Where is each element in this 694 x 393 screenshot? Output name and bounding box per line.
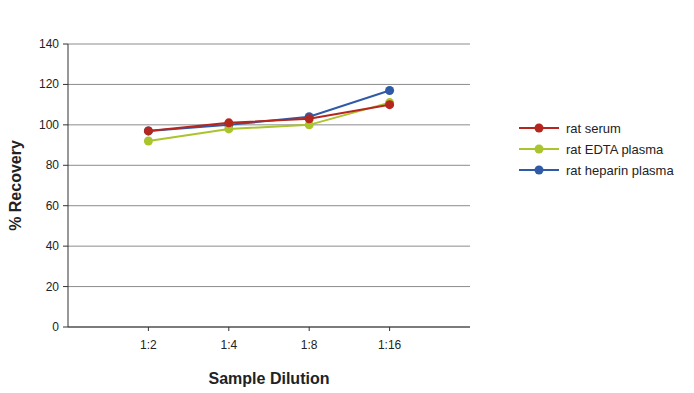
- y-axis-label: % Recovery: [7, 140, 24, 231]
- chart: 0 20 40 60 80 100 120 140 1:2 1:4 1:8 1:16 Sample Di…: [0, 0, 694, 393]
- data-point: [385, 86, 394, 95]
- series-line: [148, 90, 389, 130]
- series-line: [148, 103, 389, 141]
- tick-mark: [63, 286, 68, 287]
- data-point: [144, 126, 153, 135]
- data-point: [305, 114, 314, 123]
- tick-mark: [63, 246, 68, 247]
- tick-label: 1:2: [140, 338, 157, 352]
- tick-label: 60: [46, 199, 60, 213]
- tick-mark: [148, 327, 149, 331]
- grid-line: [68, 44, 470, 45]
- legend-label: rat heparin plasma: [566, 163, 674, 178]
- tick-label: 0: [52, 320, 59, 334]
- grid-line: [68, 327, 470, 328]
- legend-marker: [535, 166, 544, 175]
- legend-marker: [535, 145, 544, 154]
- tick-label: 1:16: [378, 338, 402, 352]
- tick-label: 100: [39, 118, 59, 132]
- tick-label: 140: [39, 37, 59, 51]
- grid-line: [68, 286, 470, 287]
- data-point: [144, 137, 153, 146]
- tick-mark: [63, 165, 68, 166]
- tick-label: 1:4: [220, 338, 237, 352]
- x-axis: [68, 327, 470, 328]
- legend-marker: [535, 124, 544, 133]
- tick-mark: [389, 327, 390, 331]
- series-line: [148, 105, 389, 131]
- grid-line: [68, 165, 470, 166]
- tick-mark: [309, 327, 310, 331]
- plot-area: [144, 86, 394, 146]
- tick-label: 120: [39, 77, 59, 91]
- tick-label: 1:8: [301, 338, 318, 352]
- data-point: [385, 100, 394, 109]
- grid-line: [68, 84, 470, 85]
- grid-line: [68, 205, 470, 206]
- tick-label: 40: [46, 239, 60, 253]
- x-axis-label: Sample Dilution: [209, 370, 330, 387]
- tick-mark: [63, 327, 68, 328]
- tick-label: 80: [46, 158, 60, 172]
- tick-label: 20: [46, 280, 60, 294]
- tick-mark: [63, 124, 68, 125]
- grid-line: [68, 124, 470, 125]
- y-axis: [68, 44, 69, 327]
- legend-label: rat serum: [566, 121, 621, 136]
- data-point: [144, 126, 153, 135]
- tick-mark: [63, 205, 68, 206]
- grid-line: [68, 246, 470, 247]
- tick-mark: [228, 327, 229, 331]
- tick-mark: [63, 84, 68, 85]
- data-point: [224, 118, 233, 127]
- tick-mark: [63, 44, 68, 45]
- legend-label: rat EDTA plasma: [566, 142, 664, 157]
